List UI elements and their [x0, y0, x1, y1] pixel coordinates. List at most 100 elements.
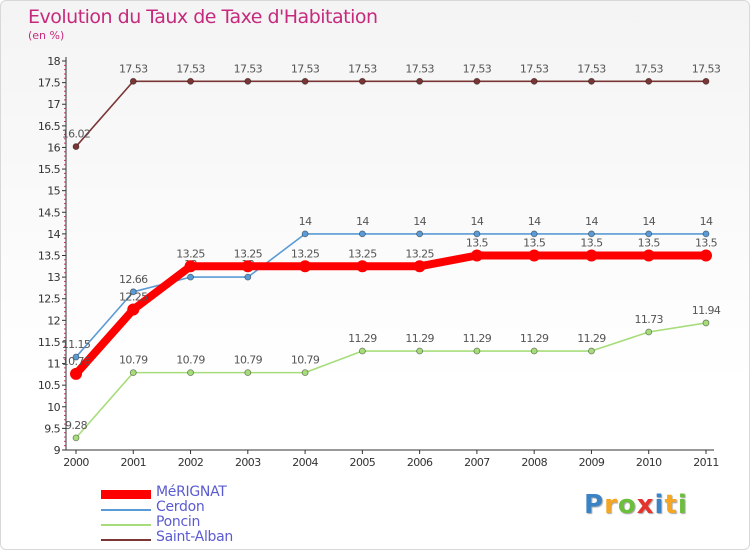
data-point-poncin — [588, 347, 595, 355]
y-tick-label: 9.5 — [44, 422, 60, 435]
data-label-saint-alban: 17.53 — [577, 62, 606, 75]
x-tick-label: 2009 — [579, 456, 605, 469]
y-tick-label: 10.5 — [38, 379, 61, 392]
data-label-poncin: 11.29 — [405, 332, 434, 345]
data-label-cerdon: 14 — [528, 215, 541, 228]
x-tick-label: 2010 — [636, 456, 662, 469]
data-label-poncin: 11.29 — [520, 332, 549, 345]
data-label-saint-alban: 17.53 — [234, 62, 263, 75]
legend-label-cerdon: Cerdon — [156, 499, 205, 515]
y-tick-label: 12.5 — [38, 293, 61, 306]
data-label-merignat: 13.5 — [695, 237, 718, 250]
data-label-saint-alban: 17.53 — [119, 62, 148, 75]
data-point-poncin — [416, 347, 424, 355]
legend-swatch-poncin — [101, 524, 151, 526]
data-point-merignat — [528, 249, 541, 262]
data-point-saint-alban — [129, 77, 137, 85]
data-label-cerdon: 14 — [700, 215, 713, 228]
data-point-poncin — [301, 369, 309, 377]
legend-swatch-merignat — [101, 490, 151, 499]
series-line-poncin — [75, 322, 707, 439]
data-point-merignat — [127, 303, 140, 316]
legend-item-cerdon: Cerdon — [101, 499, 301, 517]
data-label-cerdon: 14 — [585, 215, 598, 228]
series-line-saint-alban — [75, 80, 707, 148]
data-point-cerdon — [588, 230, 595, 238]
data-point-saint-alban — [187, 77, 194, 85]
data-point-cerdon — [702, 230, 710, 238]
data-point-saint-alban — [530, 77, 538, 85]
data-point-cerdon — [129, 288, 137, 296]
data-label-saint-alban: 17.53 — [348, 62, 377, 75]
data-label-saint-alban: 17.53 — [405, 62, 434, 75]
data-point-saint-alban — [416, 77, 424, 85]
data-label-poncin: 10.79 — [291, 354, 320, 367]
data-label-merignat: 10.76 — [62, 355, 91, 368]
data-label-merignat: 13.5 — [466, 237, 489, 250]
data-label-poncin: 11.94 — [692, 304, 721, 317]
data-point-cerdon — [301, 230, 309, 238]
legend-label-saint-alban: Saint-Alban — [156, 529, 233, 545]
data-label-poncin: 11.29 — [348, 332, 377, 345]
logo-letter-o: o — [617, 490, 637, 520]
data-label-poncin: 11.73 — [634, 313, 663, 326]
x-tick-label: 2001 — [120, 456, 146, 469]
y-tick-label: 13.5 — [38, 250, 61, 263]
x-tick-label: 2004 — [292, 456, 318, 469]
logo-letter-i2: i — [677, 490, 688, 520]
data-point-merignat — [184, 260, 197, 273]
y-tick-label: 9 — [54, 444, 61, 457]
y-tick-label: 17 — [47, 98, 60, 111]
legend-item-saint-alban: Saint-Alban — [101, 529, 301, 547]
data-point-poncin — [72, 434, 80, 442]
data-point-merignat — [470, 249, 483, 262]
chart-title: Evolution du Taux de Taxe d'Habitation — [28, 6, 378, 28]
series-line-cerdon — [75, 233, 707, 358]
data-point-poncin — [530, 347, 538, 355]
data-point-merignat — [585, 249, 598, 262]
x-tick-label: 2008 — [521, 456, 547, 469]
data-point-poncin — [473, 347, 481, 355]
data-point-saint-alban — [244, 77, 252, 85]
y-tick-label: 15.5 — [38, 163, 61, 176]
y-tick-label: 13 — [47, 271, 60, 284]
x-tick-label: 2006 — [407, 456, 433, 469]
legend-swatch-saint-alban — [101, 539, 151, 541]
x-tick-label: 2002 — [178, 456, 204, 469]
logo-letter-r: r — [604, 490, 618, 520]
data-point-cerdon — [416, 230, 424, 238]
data-label-poncin: 11.29 — [577, 332, 606, 345]
logo-letter-i: i — [654, 490, 665, 520]
data-label-merignat: 13.5 — [638, 237, 661, 250]
legend-label-merignat: MéRIGNAT — [156, 484, 227, 500]
data-point-merignat — [70, 367, 82, 380]
data-point-merignat — [356, 260, 369, 273]
logo-letter-t: t — [664, 490, 678, 520]
y-tick-label: 11 — [47, 358, 60, 371]
data-point-saint-alban — [72, 143, 80, 150]
data-point-merignat — [413, 260, 426, 273]
x-tick-label: 2005 — [350, 456, 376, 469]
data-point-merignat — [241, 260, 254, 273]
data-point-saint-alban — [358, 77, 366, 85]
y-tick-label: 10 — [47, 401, 60, 414]
logo-letter-p: P — [584, 490, 605, 520]
data-point-cerdon — [187, 273, 194, 281]
x-tick-label: 2000 — [63, 456, 89, 469]
data-point-saint-alban — [702, 77, 710, 85]
data-label-cerdon: 14 — [642, 215, 655, 228]
data-label-poncin: 11.29 — [463, 332, 492, 345]
data-point-saint-alban — [301, 77, 309, 85]
data-label-merignat: 13.25 — [291, 247, 320, 260]
data-label-merignat: 13.5 — [523, 237, 546, 250]
data-label-cerdon: 14 — [299, 215, 312, 228]
data-point-cerdon — [72, 353, 80, 361]
legend-label-poncin: Poncin — [156, 514, 201, 530]
y-tick-label: 18 — [47, 55, 60, 68]
data-point-poncin — [358, 347, 366, 355]
x-tick-label: 2003 — [235, 456, 261, 469]
data-label-merignat: 13.25 — [234, 247, 263, 260]
legend-item-merignat: MéRIGNAT — [101, 484, 301, 502]
y-tick-label: 16 — [47, 141, 60, 154]
